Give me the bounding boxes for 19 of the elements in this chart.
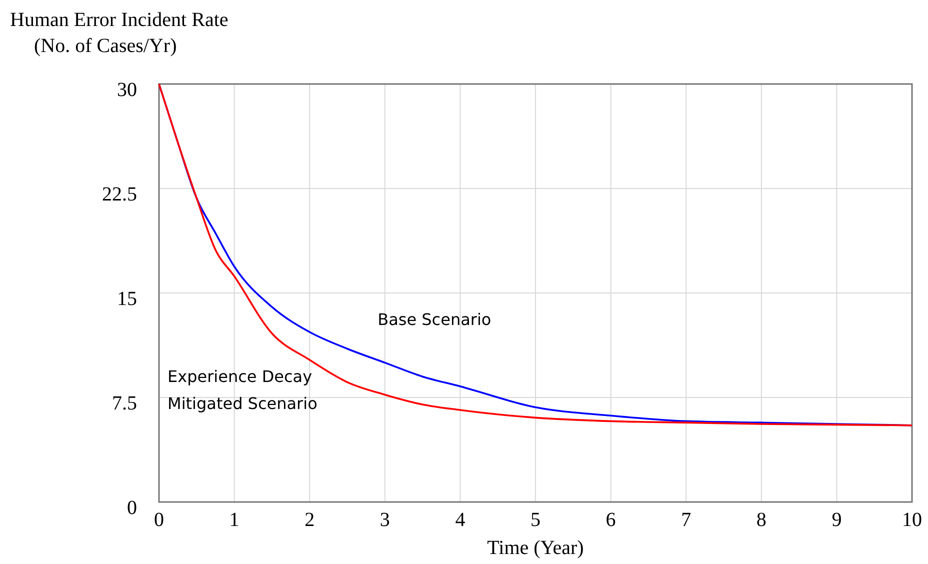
series-label: Base Scenario — [378, 310, 492, 330]
x-tick-label: 3 — [380, 509, 390, 531]
y-tick-label: 15 — [117, 288, 137, 310]
x-tick-label: 0 — [154, 509, 164, 531]
x-tick-label: 6 — [606, 509, 616, 531]
x-tick-label: 1 — [229, 509, 240, 531]
series-label: Experience Decay Mitigated Scenario — [168, 367, 318, 414]
y-tick-label: 30 — [117, 79, 137, 101]
x-tick-label: 4 — [455, 509, 466, 531]
x-axis-title: Time (Year) — [487, 537, 584, 559]
x-tick-label: 8 — [756, 509, 766, 531]
y-tick-label: 22.5 — [102, 184, 137, 206]
x-tick-label: 5 — [530, 509, 540, 531]
x-tick-label: 7 — [681, 509, 692, 531]
y-axis-title: Human Error Incident Rate (No. of Cases/Yr) — [10, 9, 228, 57]
x-tick-label: 10 — [902, 509, 922, 531]
x-tick-label: 9 — [832, 509, 842, 531]
x-tick-label: 2 — [304, 509, 315, 531]
y-tick-label: 7.5 — [112, 392, 137, 414]
